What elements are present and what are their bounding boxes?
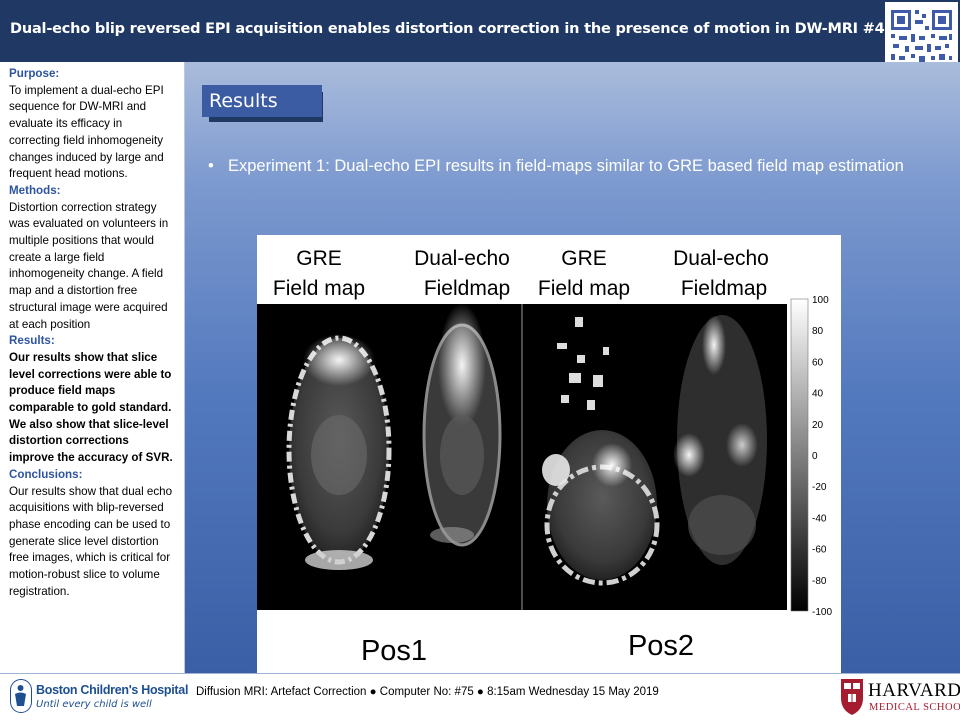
colorbar-tick-label: -20 bbox=[812, 482, 827, 493]
col1-label-line1: GRE bbox=[296, 247, 342, 270]
colorbar-tick-label: 40 bbox=[812, 389, 824, 400]
col1-label-line2: Field map bbox=[273, 277, 365, 300]
col2-label-line1: Dual-echo bbox=[414, 247, 510, 270]
bullet-marker: • bbox=[208, 157, 214, 175]
fieldmap-figure: 100 80 60 40 20 0 -20 -40 -60 -80 -100 GRE Field m… bbox=[257, 235, 841, 673]
colorbar-tick-label: 60 bbox=[812, 357, 824, 368]
col4-label-line1: Dual-echo bbox=[673, 247, 769, 270]
footer-bar bbox=[0, 673, 960, 720]
harvard-medical-logo[interactable]: HARVARD MEDICAL SCHOOL bbox=[840, 678, 960, 718]
conclusions-heading: Conclusions: bbox=[9, 467, 83, 481]
colorbar-tick-label: 80 bbox=[812, 326, 824, 337]
poster-title: Dual-echo blip reversed EPI acquisition … bbox=[10, 21, 915, 37]
boston-childrens-logo[interactable]: Boston Children's Hospital Until every c… bbox=[10, 679, 190, 715]
abstract-sidebar: Purpose: To implement a dual-echo EPI se… bbox=[0, 62, 185, 673]
colorbar-tick-label: -100 bbox=[812, 607, 832, 618]
colorbar-tick-label: 100 bbox=[812, 295, 829, 306]
fieldmap-image: 100 80 60 40 20 0 -20 -40 -60 -80 -100 GRE Field m… bbox=[257, 235, 841, 673]
results-heading: Results: bbox=[9, 334, 55, 348]
experiment-bullet: • Experiment 1: Dual-echo EPI results in… bbox=[208, 154, 926, 178]
colorbar-tick-label: -80 bbox=[812, 576, 827, 587]
pos2-label: Pos2 bbox=[628, 630, 694, 662]
bullet-text: Experiment 1: Dual-echo EPI results in f… bbox=[228, 157, 904, 175]
methods-text: Distortion correction strategy was evalu… bbox=[9, 200, 169, 331]
header-bar bbox=[0, 0, 960, 62]
colorbar-tick-label: 0 bbox=[812, 451, 818, 462]
results-section-title: Results bbox=[202, 85, 322, 117]
methods-heading: Methods: bbox=[9, 183, 61, 197]
session-info: Diffusion MRI: Artefact Correction ● Com… bbox=[196, 686, 659, 698]
harvard-name: HARVARD bbox=[868, 680, 960, 701]
bch-emblem-icon bbox=[10, 679, 32, 713]
results-text: Our results show that slice level correc… bbox=[9, 350, 173, 465]
col4-label-line2: Fieldmap bbox=[681, 277, 767, 300]
colorbar-tick-label: 20 bbox=[812, 420, 824, 431]
bch-name: Boston Children's Hospital bbox=[36, 683, 189, 697]
conclusions-text: Our results show that dual echo acquisit… bbox=[9, 484, 173, 598]
col2-label-line2: Fieldmap bbox=[424, 277, 510, 300]
purpose-heading: Purpose: bbox=[9, 67, 60, 80]
harvard-shield-icon bbox=[841, 679, 863, 715]
colorbar-tick-label: -40 bbox=[812, 513, 827, 524]
col3-label-line2: Field map bbox=[538, 277, 630, 300]
harvard-subtitle: MEDICAL SCHOOL bbox=[869, 702, 960, 713]
purpose-text: To implement a dual-echo EPI sequence fo… bbox=[9, 83, 164, 181]
colorbar-tick-label: -60 bbox=[812, 545, 827, 556]
col3-label-line1: GRE bbox=[561, 247, 607, 270]
pos1-label: Pos1 bbox=[361, 635, 427, 667]
bch-tagline: Until every child is well bbox=[36, 699, 152, 710]
